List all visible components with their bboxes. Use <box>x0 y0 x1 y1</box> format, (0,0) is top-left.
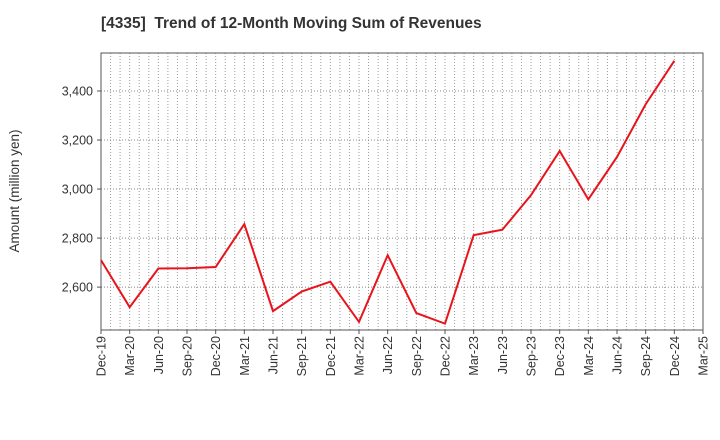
x-tick-label: Sep-23 <box>525 336 539 376</box>
x-tick-label: Jun-20 <box>152 336 166 374</box>
x-tick-label: Dec-22 <box>439 336 453 376</box>
x-tick-label: Mar-24 <box>582 336 596 376</box>
chart-title: [4335] Trend of 12-Month Moving Sum of R… <box>101 15 482 32</box>
x-tick-label: Dec-24 <box>668 336 682 376</box>
x-tick-label: Dec-23 <box>553 336 567 376</box>
x-tick-label: Jun-22 <box>381 336 395 374</box>
y-axis-title: Amount (million yen) <box>7 129 22 252</box>
x-tick-label: Jun-23 <box>496 336 510 374</box>
y-tick-label: 3,400 <box>62 84 93 98</box>
grid-lines <box>101 53 703 330</box>
series-lines <box>100 60 676 325</box>
x-tick-label: Mar-21 <box>238 336 252 376</box>
x-tick-label: Mar-23 <box>467 336 481 376</box>
x-tick-label: Dec-21 <box>324 336 338 376</box>
x-tick-label: Mar-20 <box>123 336 137 376</box>
x-tick-label: Sep-24 <box>639 336 653 376</box>
x-axis-ticks: Dec-19 Mar-20 Jun-20 Sep-20 Dec-20 Mar-21 Jun-… <box>95 330 711 376</box>
y-tick-label: 2,600 <box>62 281 93 295</box>
plot-area-frame <box>100 52 704 331</box>
x-tick-label: Dec-20 <box>209 336 223 376</box>
y-axis-ticks: 2,600 2,800 3,000 3,200 3,400 <box>62 84 101 295</box>
y-tick-label: 3,000 <box>62 183 93 197</box>
y-tick-label: 3,200 <box>62 134 93 148</box>
x-tick-label: Sep-20 <box>181 336 195 376</box>
x-tick-label: Mar-25 <box>697 336 711 376</box>
x-tick-label: Mar-22 <box>353 336 367 376</box>
x-tick-label: Jun-24 <box>611 336 625 374</box>
revenue-series-line <box>100 60 676 325</box>
x-tick-label: Dec-19 <box>95 336 109 376</box>
x-tick-label: Jun-21 <box>267 336 281 374</box>
x-tick-label: Sep-21 <box>295 336 309 376</box>
x-tick-label: Sep-22 <box>410 336 424 376</box>
y-tick-label: 2,800 <box>62 232 93 246</box>
